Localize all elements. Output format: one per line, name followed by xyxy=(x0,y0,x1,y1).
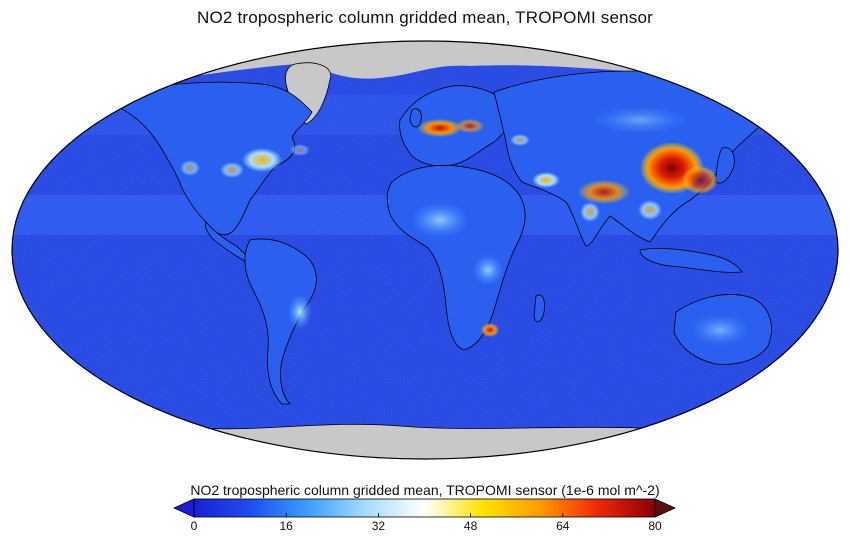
hotspot-middle-east xyxy=(532,172,560,188)
colorbar-gradient xyxy=(193,498,656,518)
colorbar-over-arrow xyxy=(654,498,676,518)
hotspot-east-us xyxy=(242,148,282,172)
map-boundary xyxy=(11,40,839,460)
colorbar-tick-label: 16 xyxy=(279,519,293,533)
south-america xyxy=(244,238,317,405)
arctic-nodata xyxy=(12,41,838,100)
hotspot-south-africa xyxy=(481,323,499,337)
colorbar-under-arrow xyxy=(173,498,195,518)
colorbar-tick-label: 0 xyxy=(190,519,198,533)
north-america xyxy=(119,81,313,236)
colorbar-tick-label: 64 xyxy=(556,519,570,533)
figure-title: NO2 tropospheric column gridded mean, TR… xyxy=(196,8,654,27)
colorbar-tick-label: 32 xyxy=(371,519,386,533)
colorbar-tick-label: 48 xyxy=(463,519,478,533)
hotspot-europe xyxy=(418,119,462,137)
hotspot-india xyxy=(578,180,630,204)
colorbar-label: NO2 tropospheric column gridded mean, TR… xyxy=(190,482,660,498)
no2-hotspots xyxy=(180,106,750,346)
colorbar-tick-label: 80 xyxy=(648,519,662,533)
